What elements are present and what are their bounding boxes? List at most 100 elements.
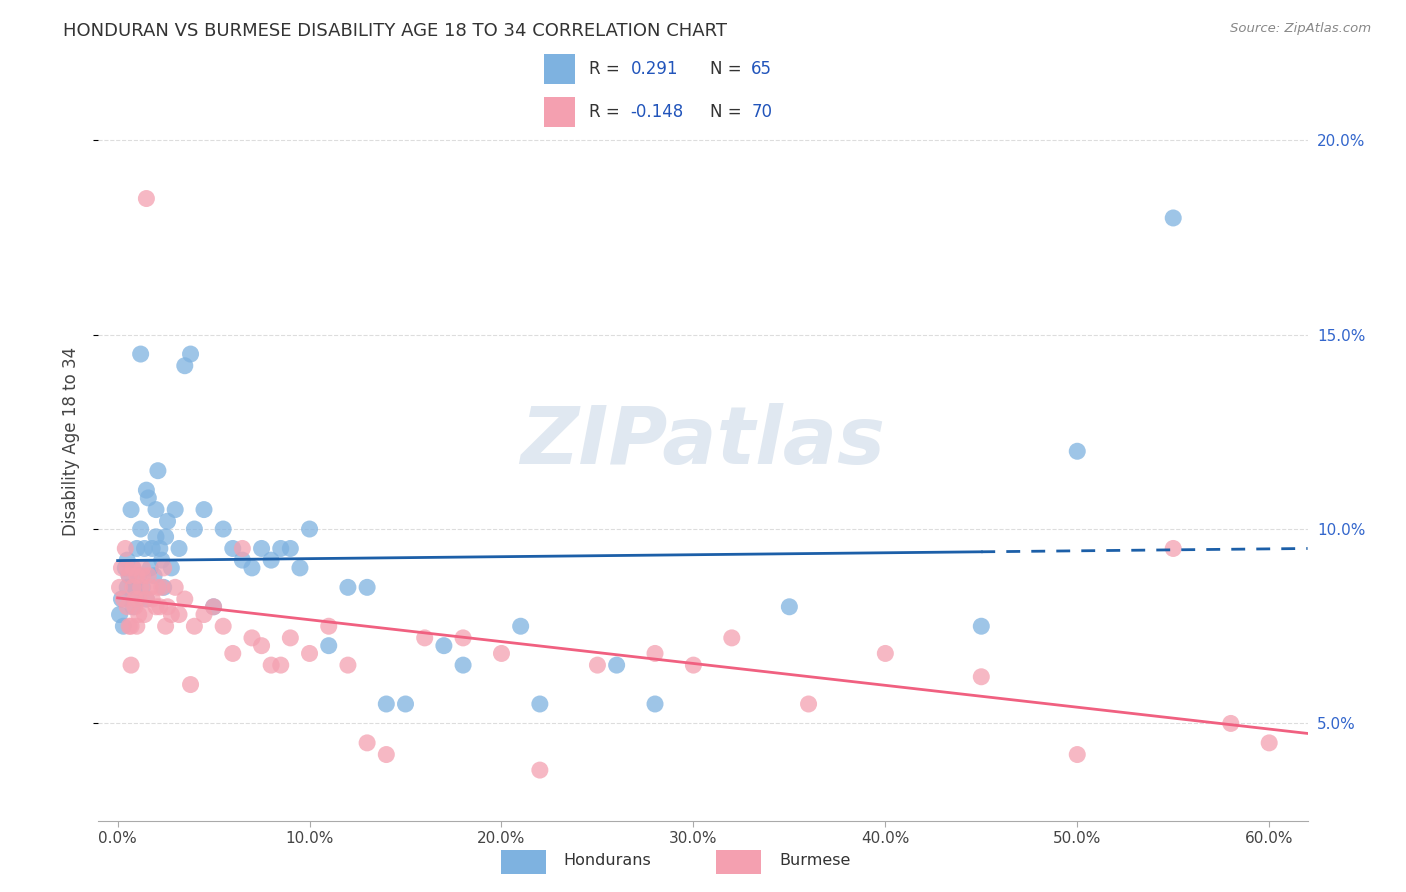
Point [1066,444,1088,458]
Point [145,502,167,516]
Point [298,647,321,661]
Point [375,697,398,711]
Point [250,639,273,653]
Point [1066,747,1088,762]
Point [141,592,163,607]
Point [118,568,141,582]
Point [114,561,136,575]
Point [115,580,138,594]
Point [114,541,136,556]
Point [135,592,157,607]
Point [136,568,159,582]
Point [125,619,148,633]
Text: 0.291: 0.291 [630,60,678,78]
Point [193,502,215,516]
Point [720,631,742,645]
Point [145,599,167,614]
Point [280,631,302,645]
Point [222,647,245,661]
Point [173,592,195,607]
Point [131,580,153,594]
Point [394,697,416,711]
Point [120,502,142,516]
Point [110,561,132,575]
Point [110,592,132,607]
Point [280,541,302,556]
Point [212,522,235,536]
Point [141,541,163,556]
Point [1258,736,1281,750]
Point [318,619,340,633]
Point [139,580,162,594]
Point [152,580,174,594]
Point [318,639,340,653]
FancyBboxPatch shape [544,54,575,84]
Point [156,514,179,528]
Point [125,541,148,556]
Point [183,522,205,536]
Point [875,647,897,661]
Point [778,599,800,614]
FancyBboxPatch shape [717,849,762,874]
Y-axis label: Disability Age 18 to 34: Disability Age 18 to 34 [62,347,80,536]
Point [165,502,187,516]
Point [128,568,150,582]
Point [298,522,321,536]
Point [146,464,169,478]
Point [167,541,190,556]
Point [108,607,131,622]
Point [136,491,159,505]
Point [155,530,177,544]
Point [231,541,253,556]
Point [1161,541,1184,556]
Point [375,747,398,762]
FancyBboxPatch shape [501,849,546,874]
Point [682,658,704,673]
Point [413,631,436,645]
Point [124,592,146,607]
Point [134,607,156,622]
Point [125,568,148,582]
Text: 70: 70 [751,103,772,121]
Point [509,619,531,633]
Point [231,553,253,567]
Point [135,192,157,206]
Point [165,580,187,594]
Point [150,580,173,594]
Point [122,561,145,575]
Text: Burmese: Burmese [779,854,851,868]
Point [250,541,273,556]
Point [124,580,146,594]
Point [797,697,820,711]
Point [115,599,138,614]
Point [260,553,283,567]
Point [131,568,153,582]
Point [129,522,152,536]
Point [152,561,174,575]
Point [1219,716,1241,731]
Point [202,599,225,614]
Point [644,697,666,711]
Point [529,697,551,711]
Text: Hondurans: Hondurans [564,854,651,868]
Point [240,631,263,645]
Point [122,561,145,575]
Point [970,670,993,684]
Point [160,561,183,575]
Point [128,592,150,607]
Point [491,647,513,661]
Point [356,580,378,594]
Point [1161,211,1184,225]
Point [108,580,131,594]
Point [118,619,141,633]
Point [115,553,138,567]
Point [193,607,215,622]
Text: N =: N = [710,103,747,121]
Point [173,359,195,373]
Text: R =: R = [589,103,626,121]
Point [146,580,169,594]
Text: HONDURAN VS BURMESE DISABILITY AGE 18 TO 34 CORRELATION CHART: HONDURAN VS BURMESE DISABILITY AGE 18 TO… [63,22,727,40]
Point [180,347,202,361]
Point [270,658,292,673]
Point [120,619,142,633]
